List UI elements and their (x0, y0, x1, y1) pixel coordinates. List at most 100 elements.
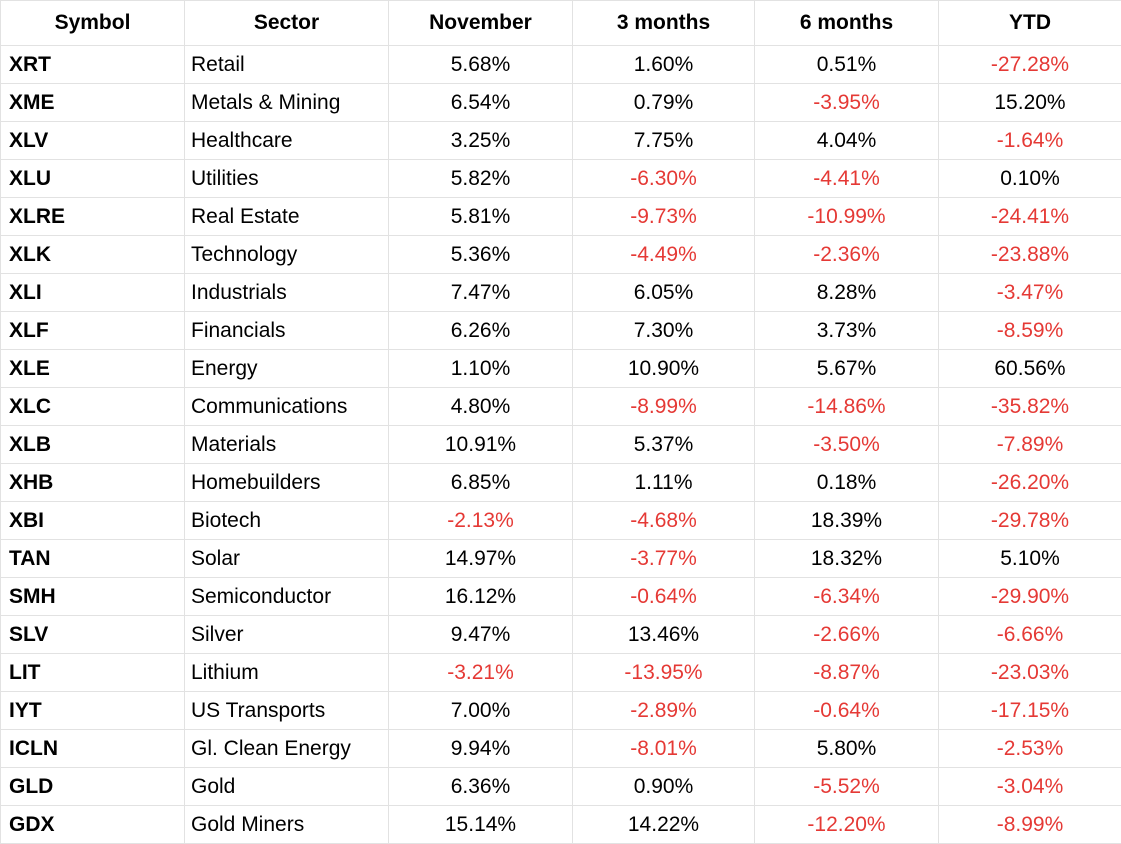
symbol-cell[interactable]: XME (1, 84, 185, 122)
symbol-cell[interactable]: XLE (1, 350, 185, 388)
3-months-cell[interactable]: 13.46% (573, 616, 755, 654)
3-months-cell[interactable]: 10.90% (573, 350, 755, 388)
ytd-cell[interactable]: -8.99% (939, 806, 1121, 844)
november-cell[interactable]: 14.97% (389, 540, 573, 578)
sector-cell[interactable]: Metals & Mining (185, 84, 389, 122)
november-cell[interactable]: 5.36% (389, 236, 573, 274)
symbol-cell[interactable]: XLI (1, 274, 185, 312)
ytd-cell[interactable]: -23.88% (939, 236, 1121, 274)
3-months-cell[interactable]: 6.05% (573, 274, 755, 312)
ytd-cell[interactable]: -8.59% (939, 312, 1121, 350)
symbol-cell[interactable]: IYT (1, 692, 185, 730)
sector-cell[interactable]: Industrials (185, 274, 389, 312)
3-months-cell[interactable]: 7.75% (573, 122, 755, 160)
3-months-cell[interactable]: 7.30% (573, 312, 755, 350)
3-months-cell[interactable]: 1.60% (573, 46, 755, 84)
sector-cell[interactable]: Gold (185, 768, 389, 806)
6-months-cell[interactable]: 0.18% (755, 464, 939, 502)
november-cell[interactable]: 5.81% (389, 198, 573, 236)
6-months-cell[interactable]: 5.80% (755, 730, 939, 768)
sector-cell[interactable]: Retail (185, 46, 389, 84)
november-cell[interactable]: 7.47% (389, 274, 573, 312)
header-3-months[interactable]: 3 months (573, 1, 755, 46)
3-months-cell[interactable]: -9.73% (573, 198, 755, 236)
november-cell[interactable]: 5.82% (389, 160, 573, 198)
november-cell[interactable]: 6.26% (389, 312, 573, 350)
6-months-cell[interactable]: 18.32% (755, 540, 939, 578)
6-months-cell[interactable]: -10.99% (755, 198, 939, 236)
6-months-cell[interactable]: -4.41% (755, 160, 939, 198)
sector-cell[interactable]: Semiconductor (185, 578, 389, 616)
sector-cell[interactable]: Communications (185, 388, 389, 426)
ytd-cell[interactable]: -27.28% (939, 46, 1121, 84)
ytd-cell[interactable]: -29.90% (939, 578, 1121, 616)
november-cell[interactable]: -2.13% (389, 502, 573, 540)
november-cell[interactable]: 5.68% (389, 46, 573, 84)
6-months-cell[interactable]: -8.87% (755, 654, 939, 692)
6-months-cell[interactable]: -12.20% (755, 806, 939, 844)
6-months-cell[interactable]: -14.86% (755, 388, 939, 426)
sector-cell[interactable]: Gold Miners (185, 806, 389, 844)
ytd-cell[interactable]: -2.53% (939, 730, 1121, 768)
6-months-cell[interactable]: -5.52% (755, 768, 939, 806)
ytd-cell[interactable]: 0.10% (939, 160, 1121, 198)
ytd-cell[interactable]: 5.10% (939, 540, 1121, 578)
header-sector[interactable]: Sector (185, 1, 389, 46)
header-ytd[interactable]: YTD (939, 1, 1121, 46)
november-cell[interactable]: 7.00% (389, 692, 573, 730)
symbol-cell[interactable]: SMH (1, 578, 185, 616)
sector-cell[interactable]: Solar (185, 540, 389, 578)
november-cell[interactable]: 6.54% (389, 84, 573, 122)
header-6-months[interactable]: 6 months (755, 1, 939, 46)
symbol-cell[interactable]: ICLN (1, 730, 185, 768)
november-cell[interactable]: 10.91% (389, 426, 573, 464)
sector-cell[interactable]: Financials (185, 312, 389, 350)
3-months-cell[interactable]: -8.99% (573, 388, 755, 426)
3-months-cell[interactable]: 14.22% (573, 806, 755, 844)
symbol-cell[interactable]: XLB (1, 426, 185, 464)
symbol-cell[interactable]: XLK (1, 236, 185, 274)
sector-cell[interactable]: Biotech (185, 502, 389, 540)
november-cell[interactable]: 16.12% (389, 578, 573, 616)
november-cell[interactable]: 6.36% (389, 768, 573, 806)
sector-cell[interactable]: Healthcare (185, 122, 389, 160)
ytd-cell[interactable]: -3.04% (939, 768, 1121, 806)
6-months-cell[interactable]: 4.04% (755, 122, 939, 160)
ytd-cell[interactable]: -7.89% (939, 426, 1121, 464)
sector-cell[interactable]: Silver (185, 616, 389, 654)
symbol-cell[interactable]: XLV (1, 122, 185, 160)
6-months-cell[interactable]: 5.67% (755, 350, 939, 388)
ytd-cell[interactable]: 15.20% (939, 84, 1121, 122)
symbol-cell[interactable]: TAN (1, 540, 185, 578)
symbol-cell[interactable]: XLU (1, 160, 185, 198)
3-months-cell[interactable]: 0.79% (573, 84, 755, 122)
3-months-cell[interactable]: 5.37% (573, 426, 755, 464)
header-november[interactable]: November (389, 1, 573, 46)
3-months-cell[interactable]: -2.89% (573, 692, 755, 730)
6-months-cell[interactable]: 0.51% (755, 46, 939, 84)
header-symbol[interactable]: Symbol (1, 1, 185, 46)
6-months-cell[interactable]: -0.64% (755, 692, 939, 730)
sector-cell[interactable]: Technology (185, 236, 389, 274)
symbol-cell[interactable]: LIT (1, 654, 185, 692)
ytd-cell[interactable]: 60.56% (939, 350, 1121, 388)
3-months-cell[interactable]: 0.90% (573, 768, 755, 806)
symbol-cell[interactable]: SLV (1, 616, 185, 654)
ytd-cell[interactable]: -6.66% (939, 616, 1121, 654)
symbol-cell[interactable]: XRT (1, 46, 185, 84)
symbol-cell[interactable]: XBI (1, 502, 185, 540)
november-cell[interactable]: 9.94% (389, 730, 573, 768)
ytd-cell[interactable]: -3.47% (939, 274, 1121, 312)
november-cell[interactable]: 1.10% (389, 350, 573, 388)
sector-cell[interactable]: Real Estate (185, 198, 389, 236)
sector-cell[interactable]: Lithium (185, 654, 389, 692)
3-months-cell[interactable]: -13.95% (573, 654, 755, 692)
sector-cell[interactable]: Energy (185, 350, 389, 388)
sector-cell[interactable]: Utilities (185, 160, 389, 198)
symbol-cell[interactable]: GLD (1, 768, 185, 806)
ytd-cell[interactable]: -26.20% (939, 464, 1121, 502)
ytd-cell[interactable]: -17.15% (939, 692, 1121, 730)
6-months-cell[interactable]: -2.66% (755, 616, 939, 654)
ytd-cell[interactable]: -29.78% (939, 502, 1121, 540)
symbol-cell[interactable]: XHB (1, 464, 185, 502)
